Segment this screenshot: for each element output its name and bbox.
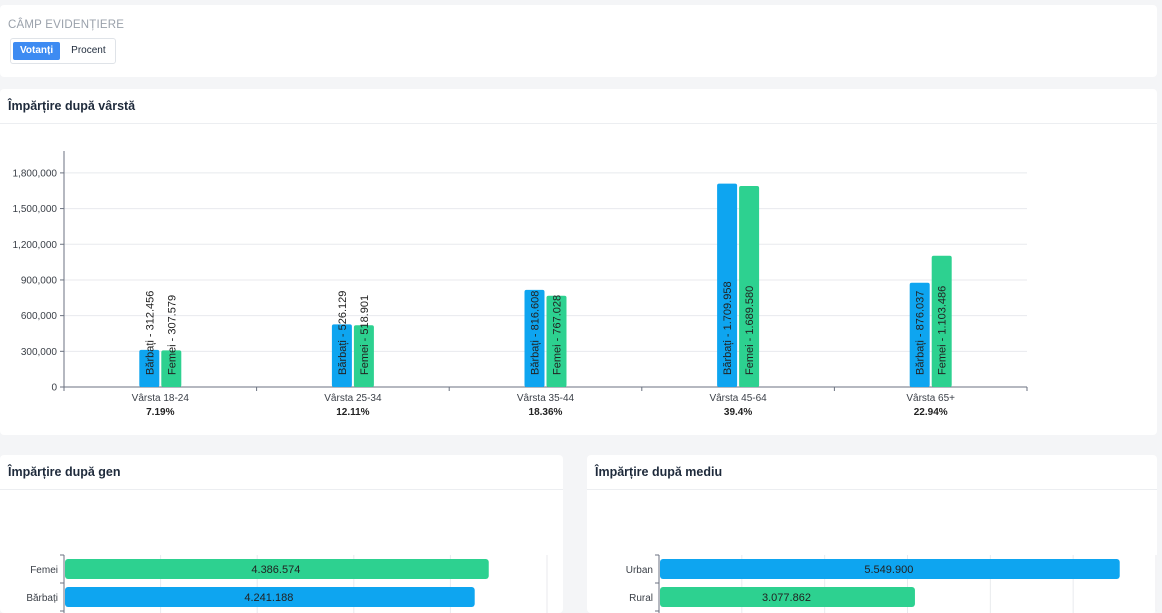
bar-femei [353,325,374,387]
bar-femei [546,295,567,387]
bar-value-label: Femei - 1.103.486 [937,286,949,375]
environment-chart-divider [587,489,1157,490]
x-tick-label: Vârsta 18-24 [132,393,190,404]
gender-chart-title: Împărțire după gen [8,465,121,479]
votanti-toggle-button[interactable]: Votanți [13,42,61,60]
bar-value-label: Femei - 1.689.580 [744,286,756,375]
bar-barbati [139,349,160,387]
highlight-field-panel: CÂMP EVIDENȚIERE Votanți Procent [0,5,1157,77]
bar-value-label: Femei - 518.901 [359,295,371,375]
y-tick-label: Urban [626,565,653,576]
gender-bar-chart: 4.386.574 Femei 4.241.188 Bărbați [26,554,548,613]
bar-value-label: 4.386.574 [251,564,300,576]
bar-value-label: Femei - 767.028 [552,295,564,375]
gender-chart-divider [0,489,563,490]
bar-value-label: Bărbați - 526.129 [337,291,349,375]
procent-toggle-button[interactable]: Procent [71,45,106,56]
category-percent-label: 18.36% [529,407,563,418]
bar-value-label: Femei - 307.579 [166,295,178,375]
y-tick-label: 600,000 [21,311,58,322]
y-tick-label: 0 [51,383,57,394]
highlight-field-toggle: Votanți Procent [10,38,116,64]
bar [65,587,475,607]
bar-femei [739,186,760,387]
bar-value-label: Bărbați - 876.037 [915,291,927,375]
bar-femei [161,350,182,387]
category-percent-label: 12.11% [336,407,369,418]
bar-value-label: Bărbați - 1.709.958 [722,281,734,375]
y-tick-label: 300,000 [21,347,58,358]
age-bar-chart: 0 300,000 600,000 900,000 1,200,000 1,500,000… [13,151,1028,418]
x-tick-label: Vârsta 35-44 [517,393,575,404]
gender-chart-panel: Împărțire după gen 4.386.574 Femei 4.241.1… [0,455,563,613]
bar-barbati [717,183,738,387]
environment-chart-panel: Împărțire după mediu 5.549.900 Urban 3.077… [587,455,1157,613]
bar-value-label: Bărbați - 312.456 [144,291,156,375]
category-percent-label: 39.4% [724,407,752,418]
bar-barbati [331,324,352,387]
x-tick-label: Vârsta 65+ [906,393,955,404]
age-chart-divider [0,123,1157,124]
x-tick-label: Vârsta 45-64 [709,393,767,404]
age-chart-title: Împărțire după vârstă [8,99,136,113]
bar [660,587,915,607]
environment-bar-chart: 5.549.900 Urban 3.077.862 Rural [626,554,1157,613]
bar-barbati [524,289,545,387]
x-tick-label: Vârsta 25-34 [324,393,382,404]
y-tick-label: 1,800,000 [13,168,58,179]
y-tick-label: Rural [629,593,653,604]
bar [65,559,489,579]
y-tick-label: 1,200,000 [13,240,58,251]
bar-value-label: 5.549.900 [864,564,913,576]
age-chart-panel: Împărțire după vârstă 0 300,000 600,000 900… [0,89,1157,435]
bar-femei [931,255,952,387]
bar-value-label: Bărbați - 816.608 [530,291,542,375]
y-tick-label: 1,500,000 [13,204,58,215]
bar [660,559,1120,579]
category-percent-label: 22.94% [914,407,948,418]
category-percent-label: 7.19% [146,407,174,418]
bar-value-label: 3.077.862 [762,592,811,604]
bar-value-label: 4.241.188 [244,592,293,604]
y-tick-label: 900,000 [21,275,58,286]
y-tick-label: Bărbați [26,593,58,604]
environment-chart-title: Împărțire după mediu [595,465,723,479]
bar-barbati [909,282,930,387]
highlight-field-label: CÂMP EVIDENȚIERE [8,19,125,31]
y-tick-label: Femei [30,565,58,576]
